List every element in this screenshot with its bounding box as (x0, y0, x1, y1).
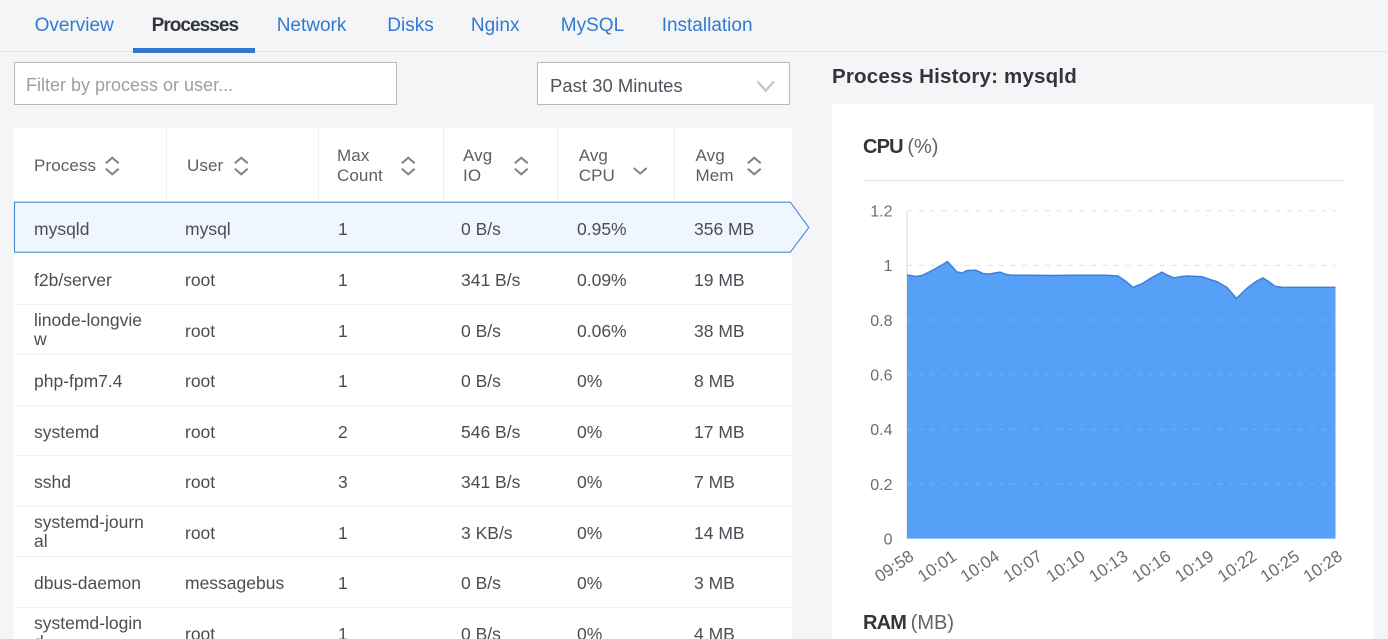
svg-text:10:07: 10:07 (1000, 547, 1046, 587)
svg-text:0.2: 0.2 (870, 477, 892, 494)
svg-text:10:19: 10:19 (1171, 547, 1217, 587)
svg-text:10:16: 10:16 (1128, 547, 1174, 587)
svg-text:10:22: 10:22 (1214, 547, 1260, 587)
svg-text:10:25: 10:25 (1257, 547, 1303, 587)
svg-text:1: 1 (884, 258, 893, 275)
svg-text:10:04: 10:04 (957, 547, 1003, 587)
svg-text:10:13: 10:13 (1086, 547, 1132, 587)
svg-text:09:58: 09:58 (871, 547, 917, 587)
svg-text:0.4: 0.4 (870, 422, 892, 439)
svg-text:10:10: 10:10 (1043, 547, 1089, 587)
svg-text:0.8: 0.8 (870, 313, 892, 330)
svg-text:1.2: 1.2 (870, 204, 892, 221)
svg-text:0.6: 0.6 (870, 367, 892, 384)
svg-text:10:28: 10:28 (1300, 547, 1346, 587)
svg-text:0: 0 (884, 531, 893, 548)
svg-text:10:01: 10:01 (914, 547, 960, 587)
